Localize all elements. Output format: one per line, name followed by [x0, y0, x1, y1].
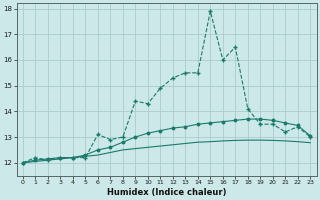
X-axis label: Humidex (Indice chaleur): Humidex (Indice chaleur): [107, 188, 226, 197]
